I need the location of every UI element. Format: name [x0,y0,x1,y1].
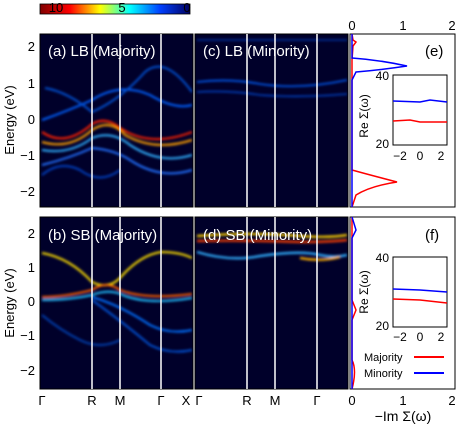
ytick-bot-m2: −2 [20,363,35,378]
panel-f-label: (f) [425,227,439,244]
inset-e-xtick-0: 0 [417,149,424,163]
ytick-top-m2: −2 [20,184,35,199]
inset-e-ytick-40: 40 [376,69,390,83]
ytick-bot-2: 2 [28,226,35,241]
side-top-tick-2: 2 [448,18,455,33]
ytick-top-2: 2 [28,39,35,54]
im-sigma-majority-f [351,217,357,390]
ytick-bot-m1: −1 [20,328,35,343]
ytick-top-0: 0 [28,112,35,127]
band-a-2 [41,124,193,146]
side-top-tick-1: 1 [399,18,406,33]
inset-e-ylabel: Re Σ(ω) [357,94,371,137]
panel-b-sb-majority: (b) SB (Majority) [39,216,194,390]
re-sigma-majority-f [392,298,448,304]
panel-c-title: (c) LB (Minority) [203,43,310,60]
panel-f-self-energy: (f) Re Σ(ω) 40 20 −2 0 2 Majority Minori… [349,216,456,390]
k-gamma-2: Γ [157,393,164,408]
inset-f-xtick-2: 2 [438,330,445,344]
side-bottom-tick-1: 1 [399,393,406,408]
band-d-3 [196,250,348,260]
panel-a-title: (a) LB (Majority) [48,43,156,60]
inset-f-xtick-0: 0 [417,330,424,344]
legend-majority-label: Majority [364,352,403,364]
k-r-1: R [87,393,96,408]
panel-d-title: (d) SB (Minority) [203,227,312,244]
k-x-1: X [182,393,191,408]
re-sigma-minority-f [392,288,448,293]
k-m-1: M [115,393,126,408]
k-r-2: R [242,393,251,408]
re-sigma-majority-e [392,119,447,123]
band-b-6 [41,314,121,346]
legend-minority-label: Minority [364,368,403,380]
band-d-1 [196,232,348,238]
y-ticks-bottom: 2 1 0 −1 −2 [20,226,35,378]
side-top-tick-0: 0 [348,18,355,33]
band-a-4 [41,146,193,175]
ytick-bot-0: 0 [28,294,35,309]
y-ticks-top: 2 1 0 −1 −2 [20,39,35,199]
k-m-2: M [270,393,281,408]
band-a-7 [41,165,121,179]
band-b-2 [41,284,193,298]
inset-f-xtick-m2: −2 [393,330,407,344]
band-c-1 [196,79,348,88]
inset-f-ytick-20: 20 [376,319,390,333]
inset-e-xtick-2: 2 [438,149,445,163]
band-d-4 [299,255,341,261]
k-path-labels-left: Γ R M Γ X [38,393,190,408]
ytick-top-m1: −1 [20,148,35,163]
colorbar-tick-10: 10 [49,0,63,15]
band-c-2 [196,90,348,98]
colorbar-tick-0: 0 [183,0,190,15]
panel-e-self-energy: 0 1 2 (e) Re Σ(ω) 40 20 −2 0 2 [348,18,456,208]
band-d-2 [196,238,348,244]
colorbar: 10 5 0 [39,0,191,15]
legend: Majority Minority [364,352,444,380]
band-b-5 [91,299,193,353]
k-gamma-1: Γ [38,393,45,408]
side-bottom-tick-0: 0 [348,393,355,408]
inset-f-ytick-40: 40 [376,251,390,265]
band-a-6 [44,65,193,114]
band-a-3 [41,134,193,160]
band-b-3 [41,290,193,303]
re-sigma-minority-e [392,99,448,103]
band-b-4 [91,296,193,333]
k-path-labels-right: Γ R M Γ [195,393,320,408]
panel-c-lb-minority: (c) LB (Minority) [194,33,349,208]
band-a-1 [41,119,193,141]
ytick-bot-1: 1 [28,260,35,275]
inset-e-ytick-20: 20 [376,137,390,151]
panel-b-title: (b) SB (Majority) [48,227,157,244]
side-bottom-axis-label: −Im Σ(ω) [375,408,432,424]
inset-e-xtick-m2: −2 [393,149,407,163]
panel-e-label: (e) [425,43,443,60]
im-sigma-minority-f [351,216,357,389]
ytick-top-1: 1 [28,76,35,91]
panel-d-sb-minority: (d) SB (Minority) [194,216,349,390]
im-sigma-minority-e [351,34,408,207]
k-gamma-3: Γ [195,393,202,408]
energy-axis-label-top: Energy (eV) [2,85,17,154]
inset-f-ylabel: Re Σ(ω) [357,270,371,313]
side-bottom-tick-2: 2 [448,393,455,408]
panel-a-lb-majority: (a) LB (Majority) [39,33,194,208]
k-gamma-4: Γ [313,393,320,408]
colorbar-tick-5: 5 [118,0,125,15]
energy-axis-label-bottom: Energy (eV) [2,268,17,337]
